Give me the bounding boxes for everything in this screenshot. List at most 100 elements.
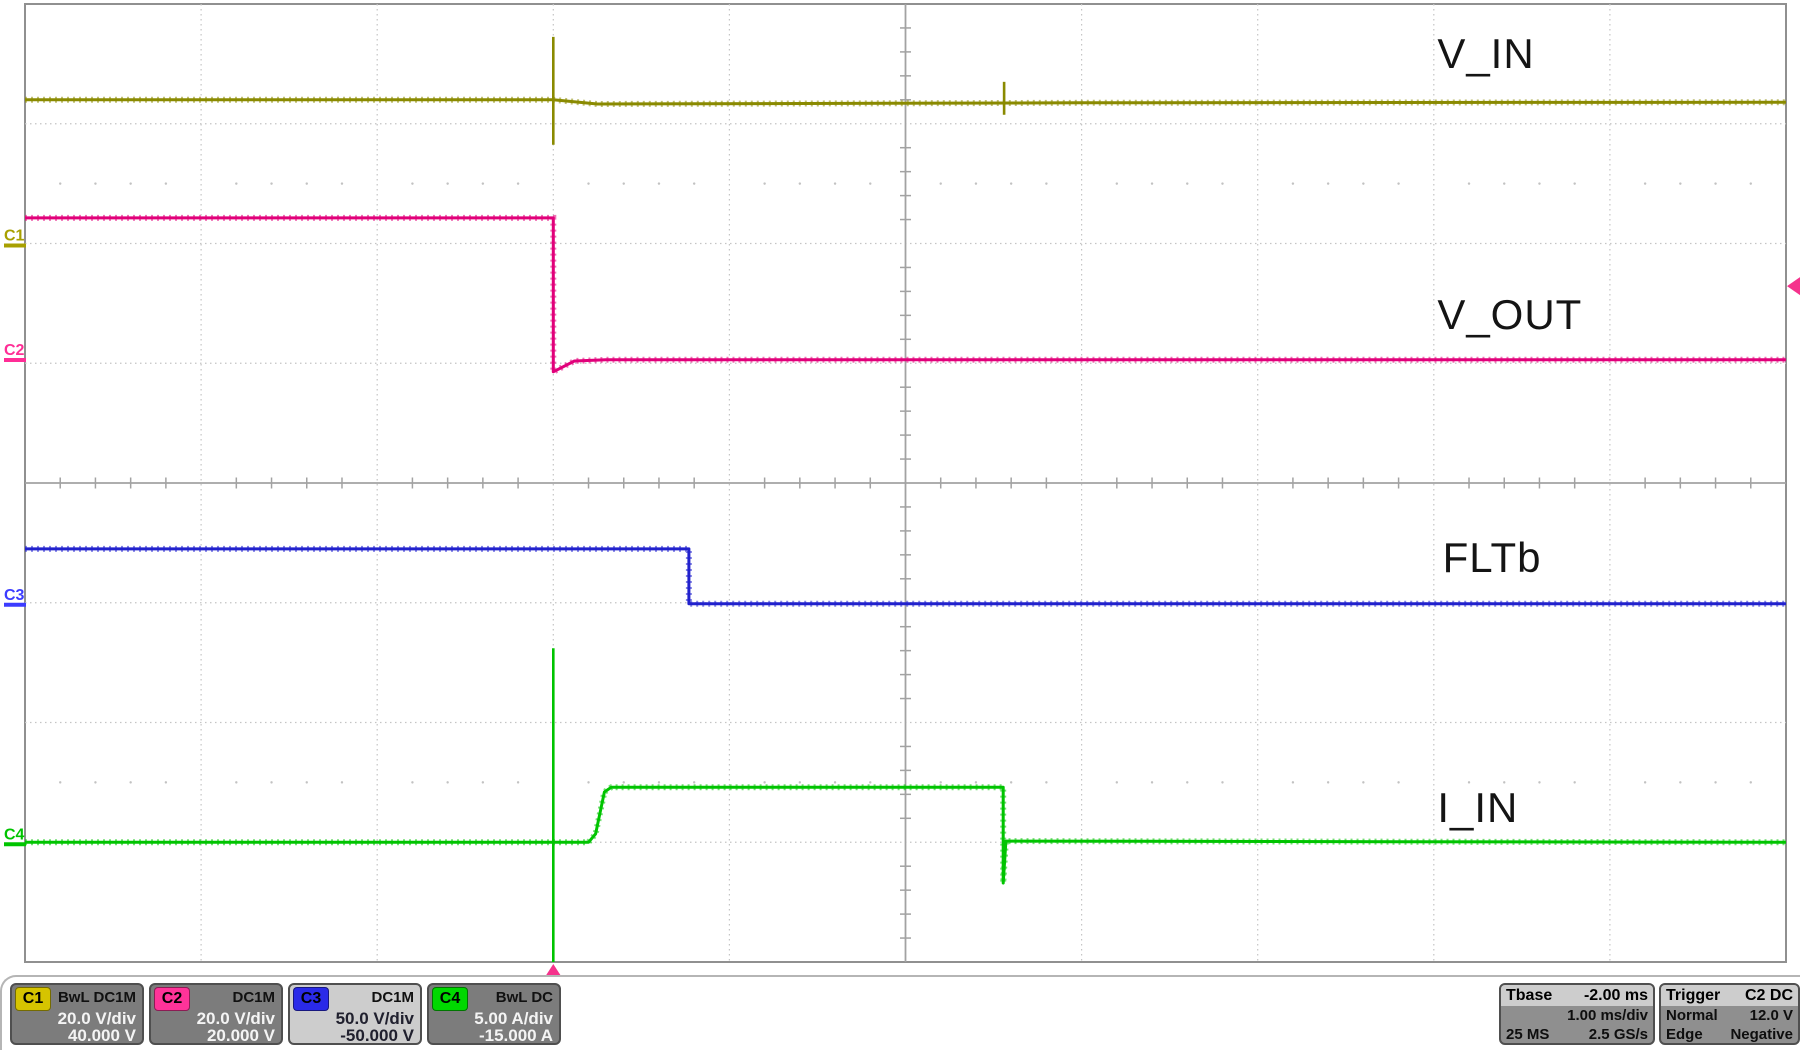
grid-dot <box>798 781 802 784</box>
channel-tab-c3[interactable]: C3 <box>293 987 329 1011</box>
grid-dot <box>164 182 168 185</box>
grid-dot <box>305 781 308 784</box>
channel-tab-c4[interactable]: C4 <box>432 987 468 1011</box>
channel-descriptor-c2[interactable]: C2 DC1M 20.0 V/div 20.000 V <box>149 983 283 1045</box>
grid-dot <box>1397 781 1400 784</box>
grid-dot <box>1714 781 1717 784</box>
tbase-rate: 2.5 GS/s <box>1588 1026 1648 1043</box>
grid-dot <box>939 182 942 185</box>
grid-dot <box>869 182 872 185</box>
grid-dot <box>1749 781 1752 784</box>
grid-dot <box>129 781 132 784</box>
grid-dot <box>1538 781 1541 784</box>
grid-dot <box>1009 182 1013 185</box>
grid-dot <box>692 781 696 784</box>
c1-offset: 40.000 V <box>67 1026 136 1045</box>
trace-label-i-in: I_IN <box>1437 784 1519 832</box>
grid-dot <box>94 182 97 185</box>
c2-scale: 20.0 V/div <box>196 1009 275 1028</box>
grid-dot <box>1467 781 1471 784</box>
grid-dot <box>657 781 661 784</box>
grid-dot <box>340 781 344 784</box>
grid-dot <box>481 781 485 784</box>
channel-tab-c2[interactable]: C2 <box>154 987 190 1011</box>
trigger-type: Edge <box>1666 1026 1703 1043</box>
grid-dot <box>763 781 766 784</box>
timebase-descriptor[interactable]: Tbase -2.00 ms 1.00 ms/div 25 MS 2.5 GS/… <box>1499 983 1655 1045</box>
grid-dot <box>516 781 520 784</box>
grid-dot <box>587 781 590 784</box>
channel-offset-marker-c4[interactable]: C4 <box>4 826 25 843</box>
grid-dot <box>1538 182 1541 185</box>
grid-dot <box>798 182 802 185</box>
channel-descriptor-c3[interactable]: C3 DC1M 50.0 V/div -50.000 V <box>288 983 422 1045</box>
grid-dot <box>1221 781 1224 784</box>
trace-label-v-out: V_OUT <box>1437 290 1583 338</box>
grid-dot <box>1679 781 1682 784</box>
grid-dot <box>481 182 485 185</box>
grid-dot <box>1115 781 1119 784</box>
c3-coupling: DC1M <box>371 989 414 1006</box>
grid-dot <box>1643 182 1647 185</box>
grid-dot <box>1503 781 1506 784</box>
grid-dot <box>763 182 766 185</box>
grid-dot <box>1221 182 1224 185</box>
c3-scale: 50.0 V/div <box>335 1009 414 1028</box>
grid-dot <box>1573 781 1576 784</box>
grid-dot <box>164 781 168 784</box>
grid-dot <box>1291 781 1295 784</box>
grid-dot <box>1326 182 1330 185</box>
c3-offset: -50.000 V <box>340 1026 414 1045</box>
grid-dot <box>1186 781 1189 784</box>
grid-dot <box>1573 182 1576 185</box>
trigger-level-marker[interactable] <box>1787 277 1800 296</box>
c4-scale: 5.00 A/div <box>474 1009 553 1028</box>
trigger-slope: Negative <box>1730 1026 1793 1043</box>
c2-coupling: DC1M <box>232 989 275 1006</box>
tbase-samples: 25 MS <box>1506 1026 1550 1043</box>
trigger-mode: Normal <box>1666 1007 1718 1024</box>
grid-dot <box>446 182 449 185</box>
trace-fltb <box>25 547 1786 606</box>
c1-scale: 20.0 V/div <box>57 1009 136 1028</box>
grid-dot <box>270 781 273 784</box>
grid-dot <box>1186 182 1189 185</box>
trace-label-fltb: FLTb <box>1442 534 1542 582</box>
trigger-source: C2 DC <box>1744 986 1793 1004</box>
grid-dot <box>1115 182 1119 185</box>
trace-v_in <box>25 98 1787 106</box>
grid-dot <box>869 781 872 784</box>
channel-offset-marker-c2[interactable]: C2 <box>4 342 25 359</box>
grid-dot <box>235 182 238 185</box>
grid-dot <box>622 182 625 185</box>
grid-dot <box>1362 182 1365 185</box>
grid-dot <box>1397 182 1400 185</box>
trace-v_out <box>25 216 1786 374</box>
grid-dot <box>1467 182 1471 185</box>
grid-dot <box>516 182 520 185</box>
grid-dot <box>411 781 414 784</box>
grid-dot <box>833 182 837 185</box>
status-bar: C1 BwL DC1M 20.0 V/div 40.000 V C2 DC1M … <box>0 975 1800 1050</box>
channel-offset-marker-c1[interactable]: C1 <box>4 228 25 245</box>
channel-tab-c1[interactable]: C1 <box>15 987 51 1011</box>
channel-offset-marker-c3[interactable]: C3 <box>4 587 25 604</box>
trigger-descriptor[interactable]: Trigger C2 DC Normal 12.0 V Edge Negativ… <box>1659 983 1800 1045</box>
trigger-level: 12.0 V <box>1749 1007 1793 1024</box>
channel-descriptor-c1[interactable]: C1 BwL DC1M 20.0 V/div 40.000 V <box>10 983 144 1045</box>
grid-dot <box>340 182 344 185</box>
trigger-label: Trigger <box>1666 986 1721 1004</box>
grid-dot <box>59 781 62 784</box>
grid-dot <box>1503 182 1506 185</box>
trigger-position-marker[interactable] <box>544 964 562 975</box>
grid-dot <box>1326 781 1330 784</box>
grid-dot <box>692 182 696 185</box>
channel-descriptor-c4[interactable]: C4 BwL DC 5.00 A/div -15.000 A <box>427 983 561 1045</box>
grid-dot <box>1150 781 1154 784</box>
grid-dot <box>305 182 308 185</box>
c1-coupling: BwL DC1M <box>57 989 136 1006</box>
grid-dot <box>1679 182 1682 185</box>
trace-label-v-in: V_IN <box>1437 29 1535 77</box>
grid-dot <box>1714 182 1717 185</box>
